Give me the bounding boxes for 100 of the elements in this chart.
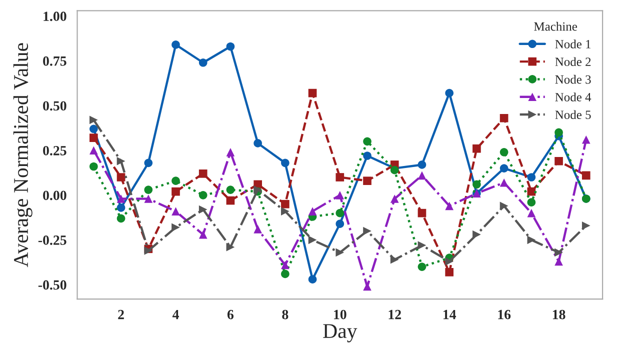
point [527,173,536,182]
point [582,221,590,230]
point [90,146,98,155]
point [336,248,344,257]
point [363,176,372,185]
point [172,207,180,216]
y-tick-label: 1.00 [44,12,66,22]
point [90,116,98,124]
x-tick-label: 16 [498,310,511,320]
point [254,139,262,148]
point [527,187,536,196]
point [445,202,454,210]
point [363,152,372,160]
x-tick-label: 18 [552,310,566,320]
point [500,178,508,187]
y-tick-label: 0.00 [43,190,66,200]
point [500,148,508,156]
point [445,257,454,266]
x-tick-label: 14 [444,310,456,320]
legend-label: Node 2 [555,57,591,66]
point [554,248,563,257]
point [336,190,344,200]
point [363,137,372,146]
point [116,156,126,166]
y-axis-title: Average Normalized Value [13,43,32,268]
y-tick-label: 0.50 [43,101,66,111]
point [198,190,208,200]
y-tick-label: 0.25 [43,146,66,156]
point [144,158,153,168]
point [336,173,344,182]
x-tick-label: 6 [227,310,234,320]
point [527,208,536,218]
point [527,236,536,244]
point [226,42,235,51]
point [281,207,290,216]
x-tick-label: 4 [172,310,179,320]
point [172,223,180,232]
point [582,171,590,180]
point [472,180,481,189]
point [308,275,317,284]
legend-label: Node 1 [555,40,591,48]
point [254,225,262,234]
point [500,202,508,210]
point [116,214,126,223]
point [390,194,399,203]
legend-label: Node 4 [555,92,592,102]
point [336,208,344,218]
point [198,170,208,178]
point [418,171,426,180]
point [418,262,426,271]
point [198,230,208,239]
point [198,58,208,67]
point [144,194,153,203]
point [281,158,290,168]
point [198,205,208,214]
point [226,242,235,252]
y-tick-label: -0.25 [38,236,66,245]
point [281,270,290,278]
point [90,134,98,142]
point [418,160,426,169]
legend-label: Node 3 [555,74,591,84]
point [116,204,126,212]
point [281,200,290,208]
point [554,156,563,166]
point [582,135,590,144]
point [336,220,344,228]
point [418,208,426,218]
point [527,198,536,206]
x-tick-label: 10 [334,310,346,320]
point [281,260,290,270]
point [226,186,235,194]
legend-label: Node 5 [555,110,591,120]
point [172,176,180,185]
point [363,226,372,236]
point [172,40,180,49]
x-tick-label: 2 [118,310,124,320]
point [308,236,317,244]
point [308,88,317,98]
legend-title: Machine [534,22,578,31]
point [172,187,180,196]
point [500,164,508,172]
point [472,144,481,153]
point [90,162,98,171]
point [554,128,563,137]
y-tick-label: 0.75 [43,56,66,66]
y-tick-label: -0.50 [38,280,66,290]
point [144,186,153,194]
point [308,207,317,216]
point [226,196,235,205]
point [500,114,508,122]
x-tick-label: 8 [282,310,288,320]
point [418,241,426,250]
point [445,88,454,98]
point [90,124,98,134]
point [445,268,454,276]
point [116,173,126,182]
point [554,257,563,266]
x-axis-title: Day [323,324,358,342]
point [226,148,235,156]
x-tick-label: 12 [388,310,401,320]
